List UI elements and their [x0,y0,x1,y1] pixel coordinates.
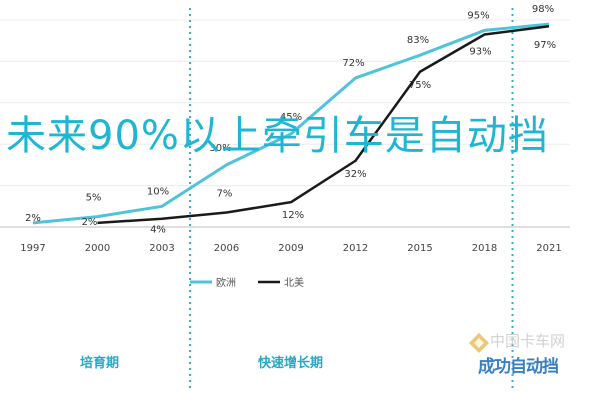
phase-label-rapid-growth: 快速增长期 [258,356,324,371]
x-tick-label: 2006 [214,243,239,254]
data-label: 83% [407,35,429,46]
overlay-headline: 未来90%以上牵引车是自动挡 [6,113,549,159]
data-label: 4% [150,225,166,236]
data-labels: 2% 5% 10% 30% 45% 72% 83% 95% 98% 2% 4% 7% 12% 32% 75%… [25,4,556,236]
data-label: 32% [344,169,366,180]
x-tick-label: 2021 [536,243,561,254]
x-tick-label: 2000 [85,243,110,254]
x-tick-label: 2003 [149,243,174,254]
chart-grid [0,19,570,228]
watermark-brand: 成功自动挡 [478,357,559,377]
data-label: 12% [282,210,304,221]
series-lines [32,22,550,225]
x-tick-label: 2012 [343,243,368,254]
watermark-logo-icon [469,333,489,353]
data-label: 2% [25,213,41,224]
data-label: 95% [467,10,489,21]
x-tick-label: 1997 [20,243,45,254]
data-label: 2% [82,217,98,228]
chart-legend: 欧洲 北美 [190,276,304,289]
watermark: 中国卡车网 成功自动挡 [469,330,594,382]
watermark-site-name: 中国卡车网 [490,332,566,350]
x-axis-ticks: 1997 2000 2003 2006 2009 2012 2015 2018 2021 [20,243,561,254]
x-tick-label: 2018 [472,243,497,254]
legend-label-europe: 欧洲 [216,277,236,289]
data-label: 98% [532,4,554,15]
data-label: 7% [217,189,233,200]
data-label: 45% [280,112,302,123]
series-line-1 [97,24,550,225]
legend-label-north-america: 北美 [284,276,304,289]
series-line-0 [32,22,550,225]
phase-dividers [189,8,514,392]
data-label: 97% [534,40,556,51]
data-label: 72% [342,58,364,69]
phase-label-incubation: 培育期 [80,356,120,371]
data-label: 75% [409,80,431,91]
data-label: 10% [147,186,169,197]
x-tick-label: 2009 [278,243,303,254]
data-label: 93% [469,46,491,57]
data-label: 30% [209,143,231,154]
x-tick-label: 2015 [407,243,432,254]
data-label: 5% [86,193,102,204]
